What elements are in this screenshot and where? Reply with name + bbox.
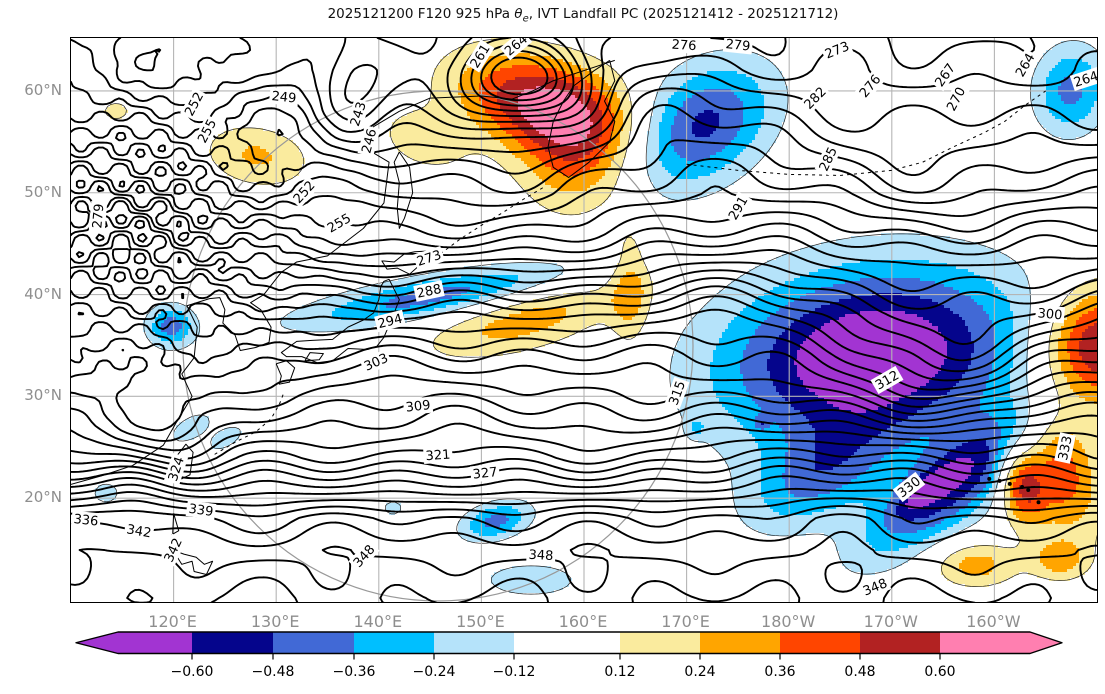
y-tick-label: 60°N (24, 80, 62, 99)
colorbar-tick-label: −0.48 (251, 664, 295, 680)
colorbar-canvas (0, 626, 1105, 666)
y-tick-label: 20°N (24, 488, 62, 507)
colorbar-tick-label: 0.24 (684, 664, 716, 680)
y-tick-label: 40°N (24, 284, 62, 303)
map-canvas (71, 38, 1097, 602)
colorbar-tick-label: −0.12 (492, 664, 536, 680)
figure-title: 2025121200 F120 925 hPa θe, IVT Landfall… (70, 6, 1096, 25)
y-tick-label: 30°N (24, 386, 62, 405)
theta-subscript: e (522, 13, 529, 25)
colorbar-tick-label: 0.48 (844, 664, 876, 680)
colorbar-tick-label: −0.24 (412, 664, 456, 680)
title-suffix: , IVT Landfall PC (2025121412 - 20251217… (528, 6, 839, 22)
colorbar-tick-label: 0.36 (764, 664, 796, 680)
map-plot-area (70, 37, 1098, 603)
colorbar-tick-label: −0.36 (332, 664, 376, 680)
colorbar-tick-label: 0.12 (604, 664, 636, 680)
title-prefix: 2025121200 F120 925 hPa (327, 6, 515, 22)
theta-symbol: θ (514, 6, 523, 22)
colorbar-tick-label: −0.60 (170, 664, 214, 680)
colorbar-tick-label: 0.60 (924, 664, 956, 680)
y-tick-label: 50°N (24, 182, 62, 201)
